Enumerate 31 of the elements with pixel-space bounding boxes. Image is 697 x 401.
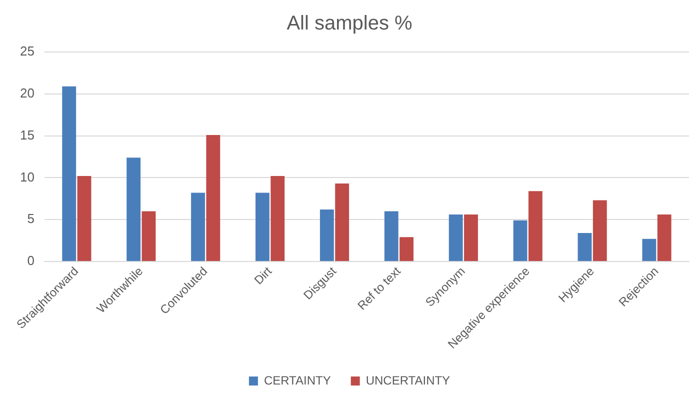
bar [642,238,656,261]
bar [528,191,542,261]
bar [320,210,334,261]
bar [256,192,270,261]
legend-label: CERTAINTY [264,373,331,388]
chart-title: All samples % [286,12,413,35]
bar [126,158,141,261]
bar [270,176,285,261]
bar [335,184,350,261]
bar [592,200,607,261]
bar [400,237,414,261]
bar [62,86,76,261]
y-tick-label: 25 [20,44,34,59]
bar [191,192,205,261]
bar [513,220,528,261]
y-tick-label: 15 [20,127,34,142]
bar [77,176,92,261]
bar [464,214,478,261]
bar [448,214,463,261]
bar [578,232,592,261]
y-tick-label: 20 [20,85,34,100]
x-tick-label: Dirt [251,264,275,288]
y-tick-label: 5 [27,211,34,226]
x-tick-label: Ref to text [354,264,404,313]
bar [657,214,672,261]
bar [384,211,398,261]
y-tick-label: 0 [27,253,34,268]
bar [142,211,156,261]
y-tick-label: 10 [20,169,34,184]
legend-label: UNCERTAINTY [366,373,450,388]
bar [206,134,220,261]
